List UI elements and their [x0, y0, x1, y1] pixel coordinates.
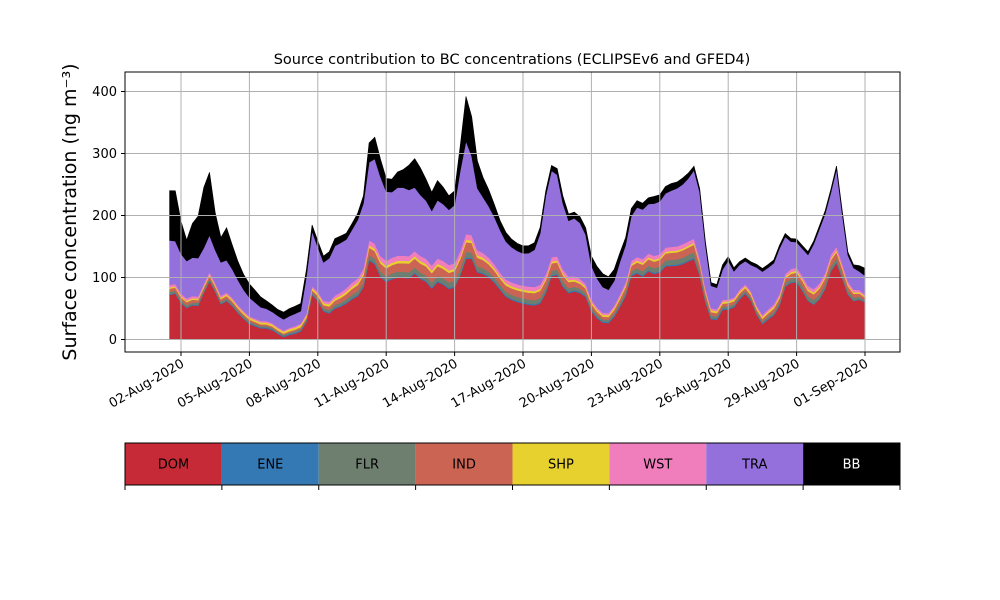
legend-swatch-shp: [512, 443, 610, 485]
legend-frame: [124, 442, 901, 486]
legend-label-shp: SHP: [548, 458, 574, 473]
legend-label-wst: WST: [643, 458, 672, 473]
x-tick-label: 02-Aug-2020: [107, 356, 187, 411]
chart-title: Source contribution to BC concentrations…: [274, 52, 751, 68]
y-tick-label: 400: [92, 85, 117, 100]
legend-swatch-ind: [415, 443, 513, 485]
legend-swatch-dom: [125, 443, 222, 485]
x-tick-label: 29-Aug-2020: [722, 356, 802, 411]
x-tick-label: 20-Aug-2020: [517, 356, 597, 411]
legend-label-dom: DOM: [158, 458, 189, 473]
legend-label-tra: TRA: [741, 458, 767, 473]
plot-area: 0 100 200 300 400 02-Aug-202005-Aug-202008-A…: [92, 71, 901, 412]
y-tick-label: 200: [92, 209, 117, 224]
x-tick-label: 11-Aug-2020: [312, 356, 392, 411]
x-tick-label: 23-Aug-2020: [585, 356, 665, 411]
y-tick-label: 300: [92, 147, 117, 162]
legend-swatch-bb: [803, 443, 900, 485]
legend-label-bb: BB: [843, 458, 861, 473]
x-tick-label: 14-Aug-2020: [380, 356, 460, 411]
legend-label-flr: FLR: [355, 458, 379, 473]
y-tick-label: 0: [109, 333, 117, 348]
legend-swatch-wst: [609, 443, 707, 485]
x-tick-label: 01-Sep-2020: [791, 356, 871, 411]
legend-swatch-ene: [221, 443, 319, 485]
x-tick-label: 26-Aug-2020: [654, 356, 734, 411]
y-tick-label: 100: [92, 271, 117, 286]
y-axis: 0 100 200 300 400: [92, 85, 125, 348]
legend-swatch-tra: [706, 443, 804, 485]
legend: DOM ENE FLR IND SHP WST TRA BB: [124, 442, 901, 490]
x-axis: 02-Aug-202005-Aug-202008-Aug-202011-Aug-…: [107, 352, 871, 412]
axes-frame: [124, 71, 901, 353]
grid-lines: [125, 72, 900, 352]
y-axis-label: Surface concentration (ng m⁻³): [59, 63, 81, 360]
legend-label-ene: ENE: [257, 458, 283, 473]
x-tick-label: 17-Aug-2020: [449, 356, 529, 411]
legend-swatch-flr: [318, 443, 416, 485]
legend-label-ind: IND: [452, 458, 476, 473]
x-tick-label: 08-Aug-2020: [243, 356, 323, 411]
x-tick-label: 05-Aug-2020: [175, 356, 255, 411]
